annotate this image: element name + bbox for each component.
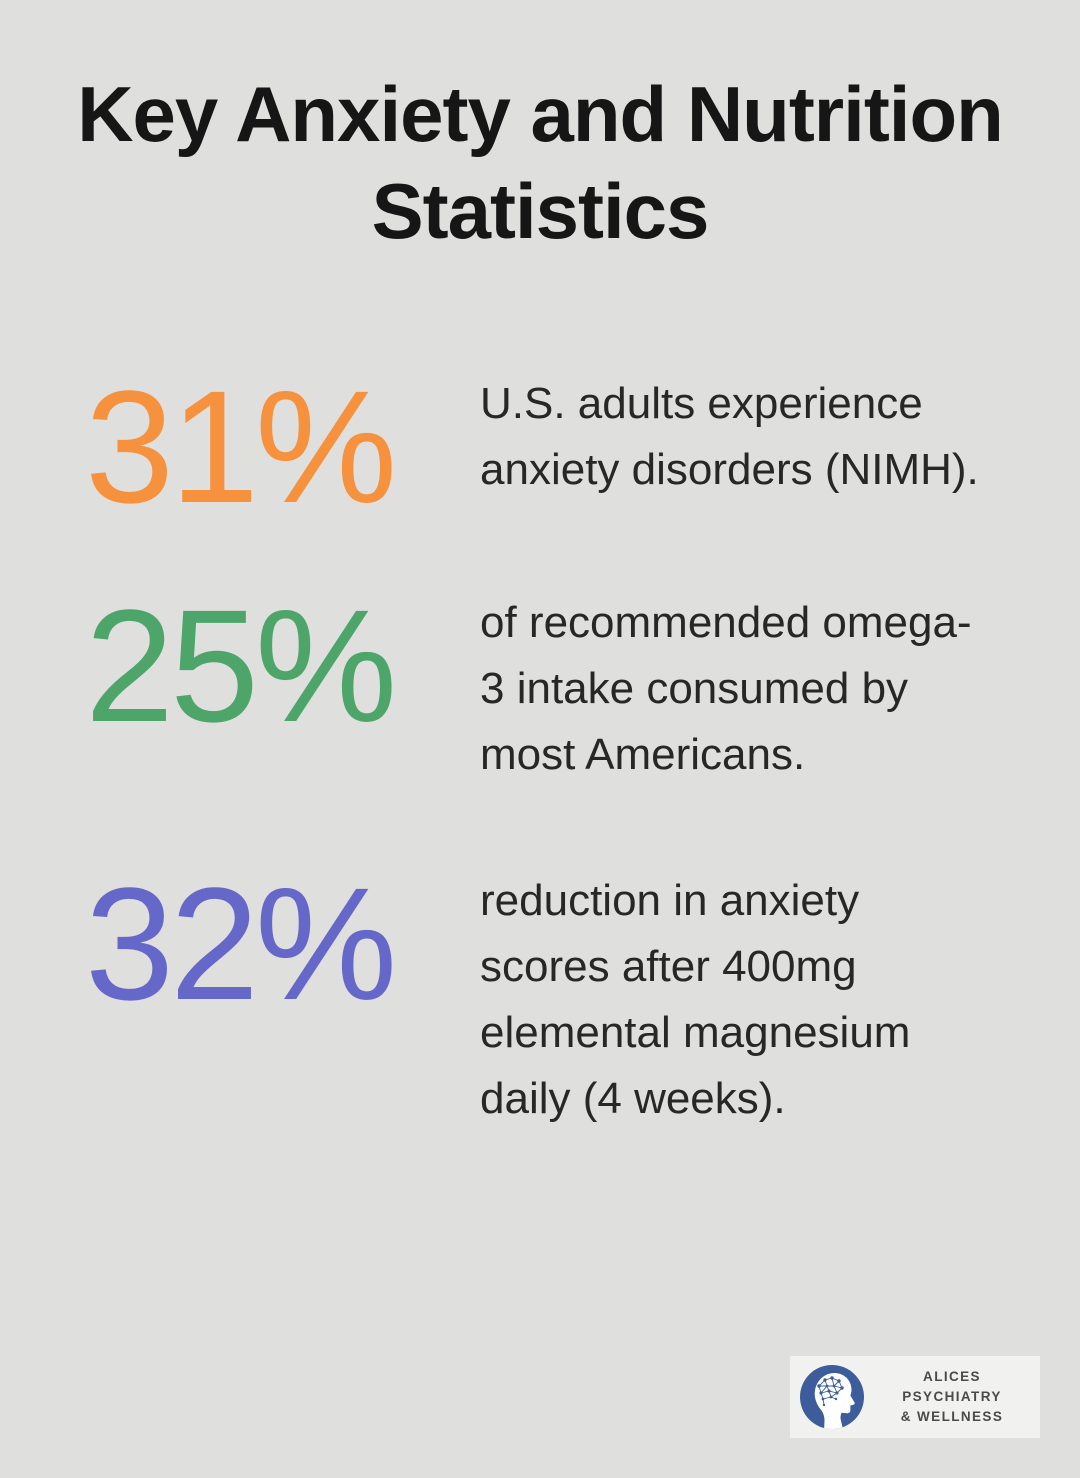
brand-name-line2: & WELLNESS — [900, 1409, 1004, 1425]
page-title: Key Anxiety and Nutrition Statistics — [77, 70, 1004, 255]
stat-description: U.S. adults experience anxiety disorders… — [480, 379, 979, 495]
stat-description: reduction in anxiety scores after 400mg … — [480, 876, 911, 1124]
stats-list: 31% U.S. adults experience anxiety disor… — [0, 357, 1080, 1132]
stat-row-omega3-intake: 25% of recommended omega-3 intake consum… — [85, 576, 1080, 788]
stat-value: 31% — [85, 357, 397, 537]
brand-name: ALICES PSYCHIATRY & WELLNESS — [874, 1367, 1030, 1428]
stat-value: 25% — [85, 576, 397, 756]
brand-logo: ALICES PSYCHIATRY & WELLNESS — [790, 1356, 1040, 1438]
stat-description: of recommended omega-3 intake consumed b… — [480, 598, 972, 780]
stat-value: 32% — [85, 854, 397, 1034]
stat-row-magnesium-reduction: 32% reduction in anxiety scores after 40… — [85, 854, 1080, 1132]
head-brain-network-icon — [800, 1365, 864, 1429]
stat-row-anxiety-prevalence: 31% U.S. adults experience anxiety disor… — [85, 357, 1080, 537]
brand-name-line1: ALICES PSYCHIATRY — [902, 1368, 1002, 1404]
